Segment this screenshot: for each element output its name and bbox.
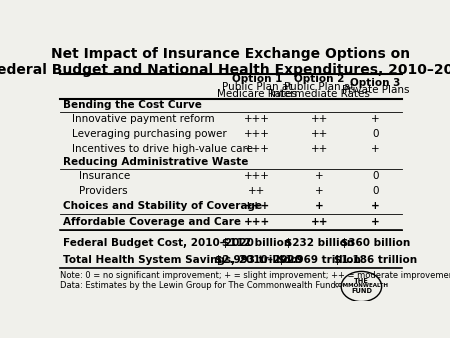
Text: ++: ++	[248, 186, 266, 196]
Text: Option 1: Option 1	[232, 74, 282, 84]
Text: Leveraging purchasing power: Leveraging purchasing power	[72, 129, 227, 139]
Text: THE: THE	[354, 278, 369, 284]
Text: Affordable Coverage and Care: Affordable Coverage and Care	[63, 217, 241, 227]
Text: $232 billion: $232 billion	[285, 238, 354, 248]
Text: $1.186 trillion: $1.186 trillion	[334, 255, 417, 265]
Text: Choices and Stability of Coverage: Choices and Stability of Coverage	[63, 201, 262, 211]
Text: +++: +++	[243, 201, 270, 211]
Text: $112 billion: $112 billion	[222, 238, 292, 248]
Text: Bending the Cost Curve: Bending the Cost Curve	[63, 100, 202, 111]
Text: COMMONWEALTH: COMMONWEALTH	[334, 284, 388, 289]
Text: +: +	[371, 201, 380, 211]
Text: Note: 0 = no significant improvement; + = slight improvement; ++ = moderate impr: Note: 0 = no significant improvement; + …	[60, 271, 450, 290]
Text: Incentives to drive high-value care: Incentives to drive high-value care	[72, 144, 253, 153]
Text: ++: ++	[311, 129, 328, 139]
Text: Medicare Rates: Medicare Rates	[217, 89, 297, 99]
Text: Private Plans: Private Plans	[342, 86, 409, 95]
Text: ++: ++	[311, 114, 328, 124]
Text: Insurance: Insurance	[79, 171, 130, 181]
Text: Total Health System Savings, 2010–2020: Total Health System Savings, 2010–2020	[63, 255, 302, 265]
Text: Federal Budget Cost, 2010–2020: Federal Budget Cost, 2010–2020	[63, 238, 254, 248]
Text: $360 billion: $360 billion	[341, 238, 410, 248]
Text: +: +	[371, 114, 380, 124]
Text: Providers: Providers	[79, 186, 127, 196]
Text: $1.969 trillion: $1.969 trillion	[278, 255, 361, 265]
Text: +++: +++	[243, 217, 270, 227]
Text: Net Impact of Insurance Exchange Options on
Federal Budget and National Health E: Net Impact of Insurance Exchange Options…	[0, 47, 450, 77]
Text: Option 2: Option 2	[294, 74, 345, 84]
Text: $2.993 trillion: $2.993 trillion	[216, 255, 298, 265]
Text: +++: +++	[244, 129, 270, 139]
Text: +++: +++	[244, 171, 270, 181]
Text: Public Plan at: Public Plan at	[284, 82, 355, 92]
Text: +++: +++	[244, 144, 270, 153]
Text: 0: 0	[372, 186, 378, 196]
Text: ++: ++	[311, 217, 328, 227]
Text: Intermediate Rates: Intermediate Rates	[270, 89, 369, 99]
Text: 0: 0	[372, 171, 378, 181]
Text: FUND: FUND	[351, 288, 372, 294]
Text: +++: +++	[244, 114, 270, 124]
Text: +: +	[315, 186, 324, 196]
Text: +: +	[371, 217, 380, 227]
Text: Reducing Administrative Waste: Reducing Administrative Waste	[63, 157, 248, 167]
Text: Option 3: Option 3	[350, 78, 400, 88]
Text: Innovative payment reform: Innovative payment reform	[72, 114, 215, 124]
Text: +: +	[315, 201, 324, 211]
Text: ++: ++	[311, 144, 328, 153]
Text: Public Plan at: Public Plan at	[221, 82, 292, 92]
Text: +: +	[315, 171, 324, 181]
Text: 0: 0	[372, 129, 378, 139]
Text: +: +	[371, 144, 380, 153]
